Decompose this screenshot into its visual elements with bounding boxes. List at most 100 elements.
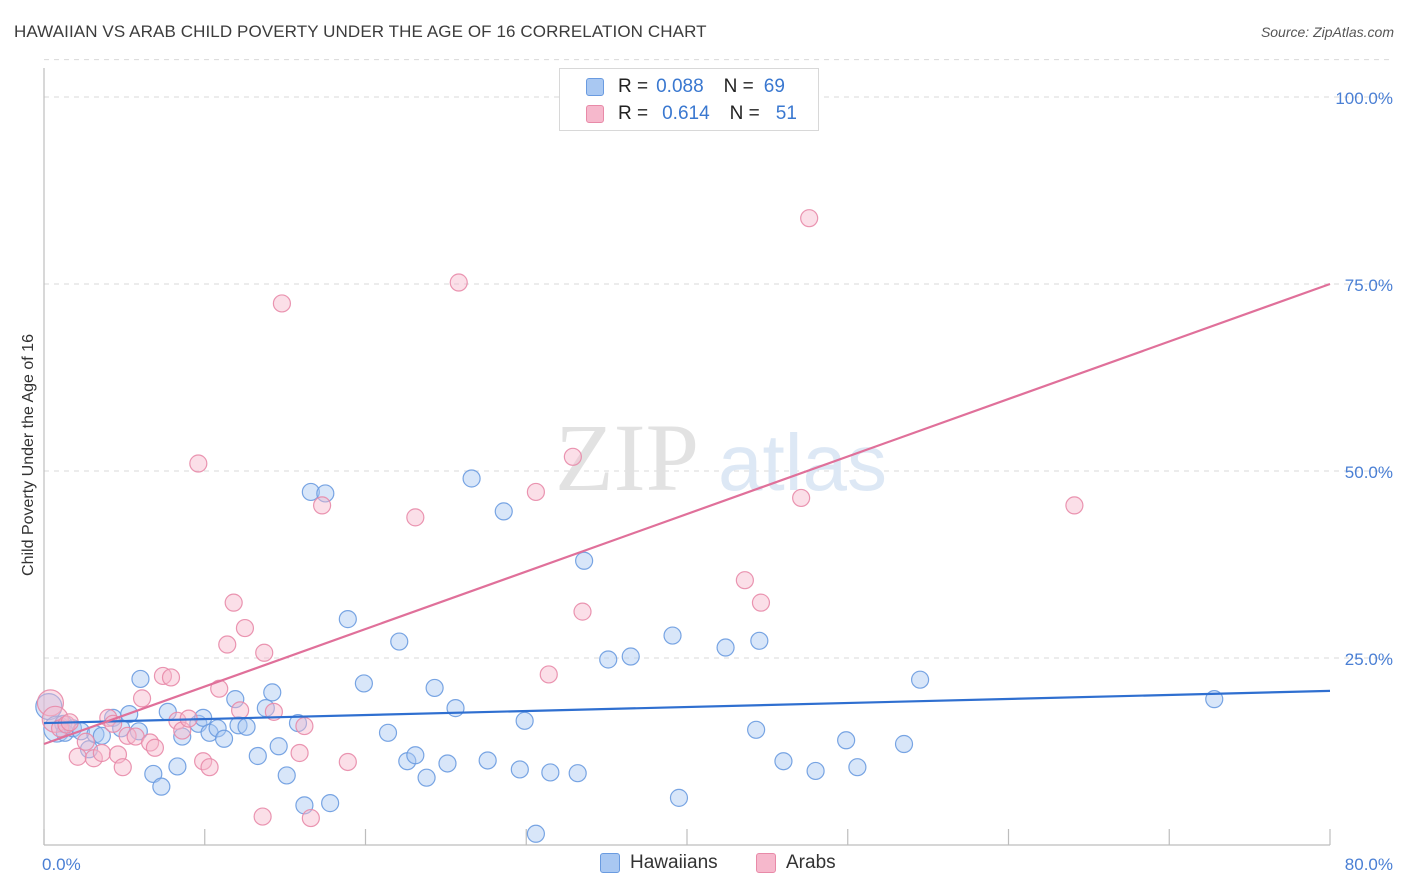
arab-point bbox=[145, 738, 165, 757]
hawaiian-point bbox=[663, 626, 682, 645]
arab-point bbox=[132, 689, 152, 708]
y-tick-label: 75.0% bbox=[1345, 276, 1393, 295]
hawaiian-point bbox=[478, 751, 497, 770]
arab-point bbox=[295, 716, 314, 736]
arabs-label: Arabs bbox=[786, 852, 836, 873]
arab-point bbox=[253, 807, 272, 826]
hawaiian-point bbox=[910, 670, 930, 689]
hawaiian-point bbox=[669, 788, 689, 807]
legend-row-arabs: R = 0.614 N = 51 bbox=[586, 102, 797, 126]
hawaiian-point bbox=[390, 632, 409, 651]
arab-point bbox=[57, 715, 76, 734]
trend-layer bbox=[43, 282, 1331, 746]
legend-n-label-1: N = bbox=[723, 76, 754, 97]
legend-n-value-1: 69 bbox=[763, 76, 785, 97]
legend-r-value-1: 0.088 bbox=[656, 76, 704, 97]
arab-point bbox=[76, 732, 95, 751]
arab-point bbox=[563, 447, 582, 466]
y-tick-label: 50.0% bbox=[1345, 463, 1393, 482]
arab-point bbox=[210, 679, 229, 698]
series-legend-hawaiians[interactable]: Hawaiians bbox=[600, 852, 718, 874]
hawaiian-point bbox=[510, 760, 529, 779]
series-legend-arabs[interactable]: Arabs bbox=[756, 852, 836, 874]
hawaiian-point bbox=[894, 734, 914, 754]
arab-point bbox=[231, 701, 250, 720]
hawaiian-point bbox=[152, 777, 171, 796]
arab-point bbox=[140, 733, 160, 752]
arab-point bbox=[792, 488, 811, 508]
x-tick-label: 80.0% bbox=[1345, 855, 1393, 874]
legend-r-label-2: R = bbox=[618, 103, 649, 124]
hawaiian-point bbox=[406, 746, 425, 765]
hawaiian-point bbox=[129, 722, 148, 741]
hawaiian-point bbox=[417, 768, 436, 787]
hawaiian-point bbox=[526, 824, 545, 843]
label-layer: 25.0% 50.0% 75.0% 100.0% 0.0% 80.0% bbox=[42, 89, 1393, 874]
arab-point bbox=[224, 593, 243, 612]
arab-point bbox=[92, 743, 111, 763]
y-axis-title: Child Poverty Under the Age of 16 bbox=[20, 334, 37, 576]
arab-point bbox=[218, 635, 237, 654]
hawaiian-point bbox=[338, 610, 357, 629]
hawaiian-point bbox=[621, 647, 640, 666]
legend-n-label-2: N = bbox=[729, 103, 760, 124]
arab-point bbox=[290, 743, 309, 763]
arab-point bbox=[800, 209, 819, 228]
hawaiian-point bbox=[263, 683, 282, 702]
arab-point bbox=[68, 747, 87, 766]
hawaiian-point bbox=[214, 729, 234, 748]
hawaiian-point bbox=[277, 766, 296, 785]
arab-point bbox=[406, 508, 425, 527]
source-label: Source: ZipAtlas.com bbox=[1260, 24, 1394, 40]
hawaiians-swatch bbox=[600, 853, 620, 873]
grid-layer bbox=[44, 59, 1392, 659]
hawaiian-point bbox=[321, 794, 340, 813]
y-tick-label: 100.0% bbox=[1335, 89, 1393, 108]
hawaiian-point bbox=[515, 711, 534, 730]
hawaiians-points bbox=[35, 469, 1224, 843]
hawaiian-point bbox=[494, 502, 513, 521]
arab-point bbox=[338, 752, 357, 772]
arab-point bbox=[573, 602, 592, 621]
hawaiian-point bbox=[316, 484, 335, 503]
arab-point bbox=[104, 714, 123, 733]
hawaiian-point bbox=[837, 731, 856, 750]
chart-title: HAWAIIAN VS ARAB CHILD POVERTY UNDER THE… bbox=[14, 22, 707, 41]
hawaiian-point bbox=[237, 717, 256, 736]
hawaiians-trend-line bbox=[43, 689, 1331, 725]
arab-point bbox=[301, 808, 320, 828]
hawaiian-point bbox=[301, 482, 320, 502]
arab-point bbox=[264, 702, 283, 721]
legend-r-value-2: 0.614 bbox=[662, 103, 710, 124]
hawaiian-point bbox=[806, 761, 825, 781]
axes-layer bbox=[43, 68, 1331, 846]
hawaiian-point bbox=[446, 699, 465, 718]
hawaiian-point bbox=[716, 638, 735, 657]
hawaiian-point bbox=[575, 551, 594, 570]
hawaiian-point bbox=[168, 757, 187, 776]
legend-row-hawaiians: R = 0.088 N = 69 bbox=[586, 75, 785, 99]
arabs-points bbox=[36, 209, 1084, 828]
hawaiian-point bbox=[747, 720, 766, 739]
arab-point bbox=[1065, 496, 1084, 515]
arab-point bbox=[161, 668, 181, 687]
arab-point bbox=[235, 618, 255, 638]
hawaiian-point bbox=[568, 764, 587, 783]
hawaiians-label: Hawaiians bbox=[630, 852, 718, 873]
hawaiian-point bbox=[599, 650, 618, 669]
arab-point bbox=[255, 643, 274, 662]
series-legend: Hawaiians Arabs bbox=[0, 852, 1406, 878]
arab-point bbox=[312, 496, 332, 515]
y-tick-label: 25.0% bbox=[1345, 650, 1393, 669]
hawaiian-point bbox=[541, 763, 560, 782]
x-tick-label: 0.0% bbox=[42, 855, 81, 874]
arab-point bbox=[189, 454, 208, 473]
hawaiian-point bbox=[462, 469, 481, 488]
arab-point bbox=[526, 482, 545, 502]
arabs-trend-line bbox=[43, 282, 1331, 746]
legend-r-label-1: R = bbox=[618, 76, 649, 97]
legend-swatch-arabs bbox=[586, 105, 604, 123]
arabs-swatch bbox=[756, 853, 776, 873]
hawaiian-point bbox=[378, 723, 398, 742]
